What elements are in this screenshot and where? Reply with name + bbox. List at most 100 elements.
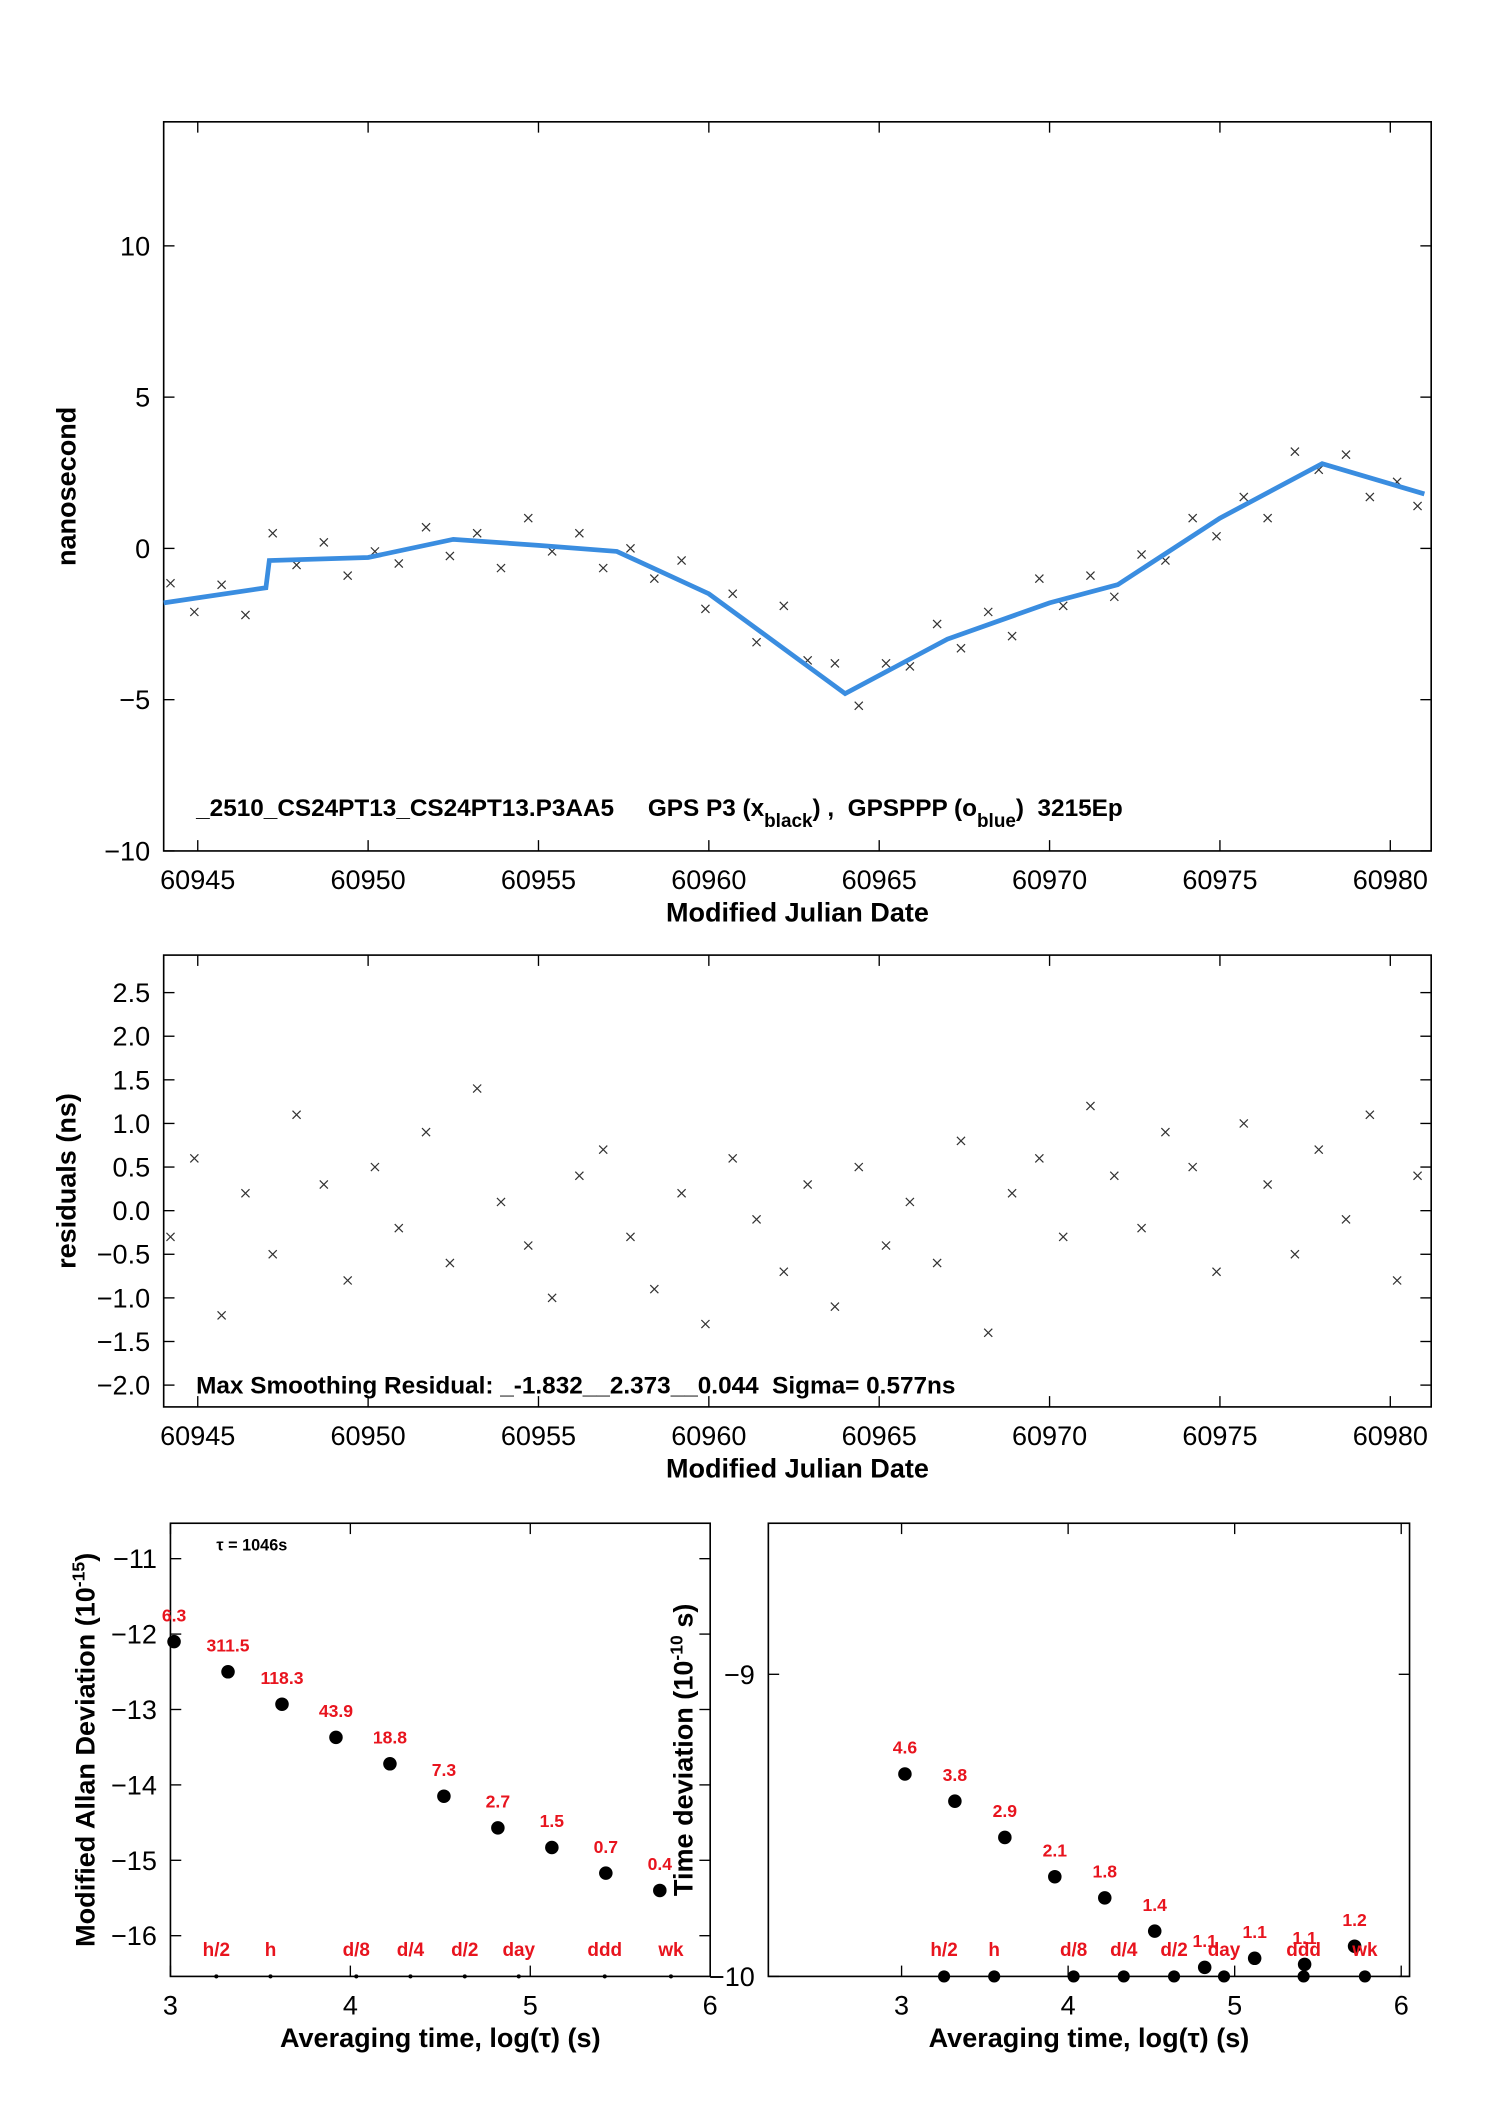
scatter-point bbox=[421, 1127, 431, 1137]
data-point bbox=[1197, 1960, 1212, 1975]
scatter-point bbox=[292, 1110, 302, 1120]
scatter-point bbox=[728, 1153, 738, 1163]
y-tick-label: −14 bbox=[111, 1770, 157, 1800]
x-tick-label: 60970 bbox=[1012, 865, 1087, 895]
scatter-point bbox=[677, 556, 687, 565]
scatter-point bbox=[1290, 1249, 1300, 1259]
x-axis-label: Modified Julian Date bbox=[666, 897, 929, 927]
scatter-point bbox=[1085, 1101, 1095, 1111]
scatter-point bbox=[700, 604, 710, 614]
y-tick-label: 0.0 bbox=[113, 1196, 151, 1226]
scatter-point bbox=[1058, 601, 1068, 611]
y-axis-label-part: Modified Allan Deviation (10 bbox=[71, 1587, 101, 1947]
data-point bbox=[167, 1634, 181, 1649]
scatter-point bbox=[1007, 631, 1017, 641]
y-tick-label: −10 bbox=[104, 836, 150, 866]
annotation-part: blue bbox=[977, 810, 1016, 831]
point-label: 2.1 bbox=[1043, 1840, 1068, 1860]
marker-dot bbox=[214, 1974, 219, 1979]
x-tick-label: 5 bbox=[1227, 1990, 1242, 2020]
plot-frame bbox=[162, 121, 1432, 852]
scatter-point bbox=[472, 1084, 482, 1094]
marker-label: h/2 bbox=[930, 1940, 957, 1961]
y-tick-label: 0 bbox=[135, 534, 150, 564]
data-point bbox=[1247, 1951, 1262, 1966]
x-tick-label: 3 bbox=[894, 1990, 909, 2020]
y-tick-label: −11 bbox=[113, 1544, 157, 1574]
y-axis-label: Time deviation (10-10 s) bbox=[667, 1604, 699, 1896]
scatter-point bbox=[496, 563, 506, 573]
marker-dot bbox=[1217, 1970, 1231, 1983]
x-axis-label: Averaging time, log(τ) (s) bbox=[280, 2023, 601, 2053]
scatter-point bbox=[1263, 513, 1273, 523]
scatter-point bbox=[1188, 513, 1198, 523]
plot-frame bbox=[162, 954, 1432, 1408]
scatter-point bbox=[752, 637, 762, 647]
scatter-point bbox=[1007, 1188, 1017, 1198]
scatter-point bbox=[779, 601, 789, 611]
scatter-point bbox=[1137, 1223, 1147, 1233]
x-tick-label: 3 bbox=[163, 1990, 178, 2020]
scatter-point bbox=[598, 563, 608, 573]
x-axis-label: Averaging time, log(τ) (s) bbox=[929, 2023, 1250, 2053]
data-point bbox=[329, 1730, 343, 1745]
x-tick-label: 60980 bbox=[1353, 1421, 1428, 1451]
data-point bbox=[383, 1757, 397, 1771]
scatter-point bbox=[598, 1145, 608, 1155]
point-label: 2.7 bbox=[486, 1792, 510, 1812]
marker-dot bbox=[1297, 1970, 1310, 1983]
annotation: Max Smoothing Residual: _-1.832__2.373__… bbox=[196, 1372, 955, 1399]
x-tick-label: 6 bbox=[703, 1990, 718, 2020]
annotation: _2510_CS24PT13_CS24PT13.P3AA5 GPS P3 (xb… bbox=[195, 795, 1123, 832]
x-tick-label: 60965 bbox=[842, 865, 917, 895]
y-tick-label: 2.0 bbox=[113, 1022, 151, 1052]
point-label: 3.8 bbox=[943, 1765, 968, 1785]
y-tick-label: −10 bbox=[709, 1962, 755, 1992]
scatter-point bbox=[1341, 450, 1351, 460]
data-point bbox=[1297, 1957, 1312, 1972]
y-tick-label: 2.5 bbox=[113, 978, 151, 1008]
marker-dot bbox=[354, 1974, 359, 1979]
marker-label: day bbox=[1208, 1940, 1241, 1961]
scatter-point bbox=[370, 1162, 380, 1172]
y-tick-label: −15 bbox=[111, 1846, 157, 1876]
data-point bbox=[545, 1840, 559, 1855]
scatter-point bbox=[268, 1249, 278, 1259]
point-label: 1.2 bbox=[1342, 1910, 1367, 1930]
x-axis-label: Modified Julian Date bbox=[666, 1453, 929, 1483]
y-tick-label: −0.5 bbox=[97, 1240, 150, 1270]
x-tick-label: 4 bbox=[343, 1990, 358, 2020]
marker-dot bbox=[668, 1974, 673, 1979]
x-tick-label: 60975 bbox=[1182, 865, 1257, 895]
marker-label: d/4 bbox=[1110, 1940, 1138, 1961]
point-label: 4.6 bbox=[893, 1738, 918, 1758]
scatter-point bbox=[1160, 1127, 1170, 1137]
scatter-point bbox=[983, 1328, 993, 1338]
data-point bbox=[898, 1767, 912, 1781]
point-label: 6.3 bbox=[162, 1605, 187, 1625]
scatter-point bbox=[1239, 492, 1249, 502]
marker-label: d/2 bbox=[451, 1940, 478, 1961]
scatter-point bbox=[268, 528, 278, 538]
marker-dot bbox=[516, 1974, 521, 1979]
y-axis-label-part: s) bbox=[669, 1604, 699, 1636]
x-tick-label: 60960 bbox=[671, 1421, 746, 1451]
annotation-part: ) 3215Ep bbox=[1016, 795, 1123, 822]
data-point bbox=[948, 1794, 962, 1808]
scatter-point bbox=[319, 537, 329, 547]
marker-dot bbox=[1117, 1970, 1130, 1983]
x-tick-label: 60955 bbox=[501, 1421, 576, 1451]
smoothing-line bbox=[163, 461, 1426, 697]
y-tick-label: −1.5 bbox=[97, 1327, 150, 1357]
scatter-point bbox=[240, 1188, 250, 1198]
annotation: τ = 1046s bbox=[216, 1536, 287, 1554]
point-label: 2.9 bbox=[993, 1801, 1018, 1821]
marker-label: ddd bbox=[1286, 1940, 1321, 1961]
scatter-point bbox=[779, 1267, 789, 1277]
scatter-point bbox=[292, 560, 302, 570]
scatter-point bbox=[1058, 1232, 1068, 1242]
scatter-point bbox=[1239, 1118, 1249, 1128]
data-point bbox=[998, 1830, 1012, 1845]
scatter-point bbox=[1290, 447, 1300, 457]
point-label: 1.1 bbox=[1192, 1931, 1217, 1951]
